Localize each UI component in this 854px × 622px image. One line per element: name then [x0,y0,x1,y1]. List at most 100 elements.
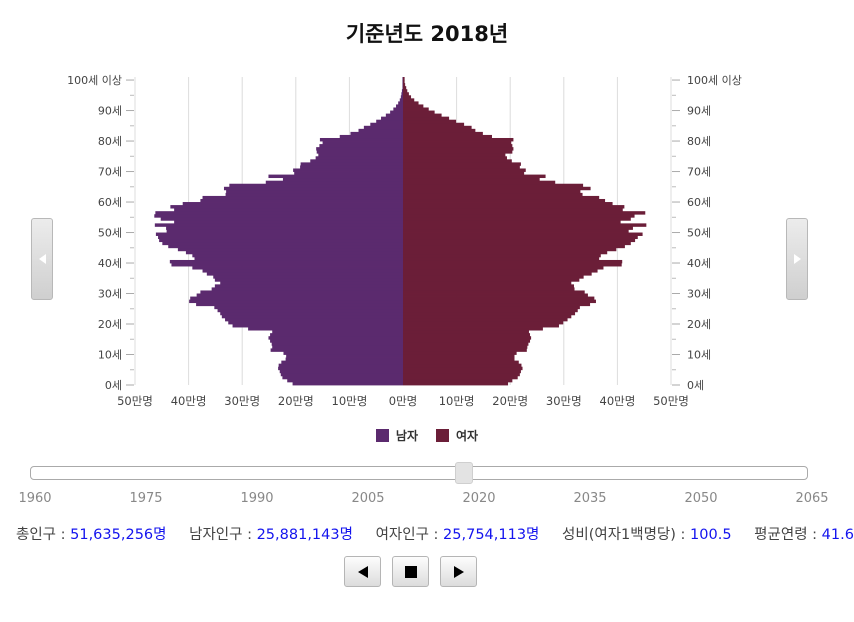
male-bar [401,92,403,96]
rewind-button[interactable] [344,556,381,587]
x-tick-label: 10만명 [332,394,368,408]
male-bar [226,189,403,194]
female-bar [403,330,529,334]
male-bar [225,192,403,197]
female-bar [403,232,643,236]
legend-item-female[interactable]: 여자 [436,427,478,444]
male-bar [286,354,403,358]
year-slider-handle[interactable] [455,462,474,484]
sex-ratio-value: 100.5 [690,527,732,543]
prev-year-button[interactable] [31,218,53,300]
female-bar [403,266,604,270]
female-bar [403,275,584,279]
female-bar [403,83,406,87]
x-tick-label: 30만명 [546,394,582,408]
male-bar [272,330,403,334]
female-bar [403,159,512,163]
female-bar [403,125,472,130]
male-bar [300,165,403,169]
female-bar [403,144,513,148]
male-bar [202,195,403,200]
x-tick-label: 20만명 [278,394,314,408]
female-bar [403,360,519,365]
year-tick-label: 2035 [573,491,607,506]
male-bar [300,162,403,166]
male-bar [213,275,403,279]
female-bar [403,183,584,188]
female-bar [403,284,574,288]
female-bar [403,217,631,221]
male-bar [200,198,403,203]
male-bar [182,202,403,206]
male-bar [200,290,403,294]
population-stats: 총인구 : 51,635,256명 남자인구 : 25,881,143명 여자인… [16,523,854,544]
female-bar [403,302,591,307]
female-bar [403,226,633,230]
male-bar [268,174,403,179]
female-bar [403,305,580,310]
female-bar [403,366,523,371]
legend-item-male[interactable]: 남자 [375,427,418,444]
male-bar [229,183,403,188]
male-bar [189,299,403,304]
female-bar [403,89,408,93]
female-bar [403,98,415,102]
female-bar [403,256,600,261]
female-bar [403,269,598,273]
male-bar [168,244,403,249]
male-bar [223,186,403,191]
male-bar [318,153,403,157]
male-bar [265,180,403,185]
age-tick-label-right: 80세 [687,135,711,148]
bars [154,77,647,386]
age-tick-label-left: 30세 [98,288,122,301]
male-bar [350,131,403,136]
male-bar [268,336,403,340]
age-tick-label-left: 70세 [98,166,122,179]
playback-controls [344,556,477,587]
female-bar [403,372,520,377]
female-bar [403,195,600,200]
male-bar [399,98,403,102]
male-bar [170,205,403,209]
female-bar [403,171,525,175]
male-bar [390,110,403,114]
female-bar [403,320,564,325]
female-bar [403,141,512,145]
female-bar [403,153,506,157]
female-bar [403,211,646,215]
female-bar [403,281,572,285]
male-bar [225,317,403,322]
play-button[interactable] [440,556,477,587]
male-bar [177,247,403,252]
female-bar [403,296,595,301]
female-bar [403,104,424,108]
female-bar [403,198,606,203]
male-bar [319,137,403,142]
age-tick-label-left: 100세 이상 [67,74,122,87]
age-tick-label-right: 0세 [687,379,704,392]
male-bar [294,171,403,175]
axes: 50만명 40만명 30만명 20만명 10만명 0만명 10만명 20만명 30만명 40만명 5… [67,74,742,408]
male-bar [401,89,403,93]
male-bar [174,220,403,224]
stop-button[interactable] [392,556,429,587]
legend-swatch-male [375,429,389,442]
male-bar [278,363,403,368]
male-bar [228,320,403,325]
age-tick-label-left: 60세 [98,196,122,209]
age-tick-label-left: 40세 [98,257,122,270]
male-bar [393,107,403,111]
female-bar [403,348,527,352]
female-bar [403,253,601,258]
male-bar [270,339,403,343]
year-tick-label: 2050 [684,491,718,506]
next-year-button[interactable] [786,218,808,300]
male-bar [221,314,403,319]
year-slider-track[interactable] [30,466,808,480]
male-bar [174,208,403,212]
sex-ratio-label: 성비(여자1백명당) : [562,527,686,543]
male-bar [166,229,403,233]
female-bar [403,342,529,346]
male-bar [316,150,403,154]
